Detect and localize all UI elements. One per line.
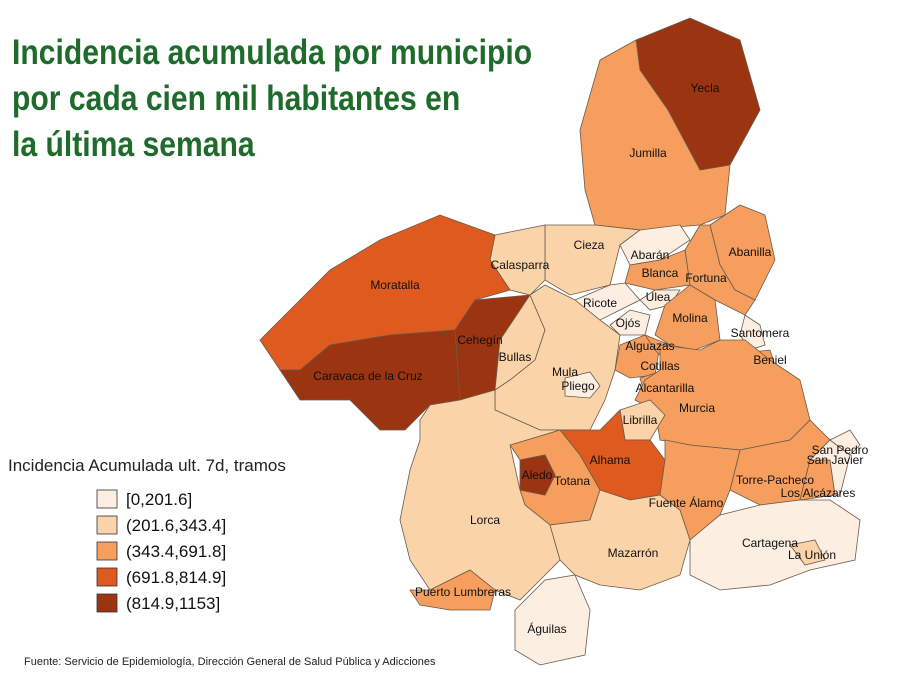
municipality-label: Murcia <box>679 401 715 415</box>
municipality-label: Bullas <box>499 350 532 364</box>
municipality-label: Cartagena <box>742 536 798 550</box>
municipality-label: Fuente Álamo <box>649 495 724 510</box>
municipality <box>654 284 721 351</box>
title: Incidencia acumulada por municipio por c… <box>12 30 532 168</box>
municipality-label: Ulea <box>646 290 671 304</box>
legend-label: (691.8,814.9] <box>126 568 226 587</box>
municipality-label: Ojós <box>616 316 641 330</box>
municipality-label: Ricote <box>583 296 617 310</box>
municipality-label: Molina <box>672 311 708 325</box>
legend-label: [0,201.6] <box>126 490 192 509</box>
municipality-label: Abanilla <box>729 245 772 259</box>
source: Fuente: Servicio de Epidemiología, Direc… <box>24 656 436 668</box>
municipality-label: Aledo <box>522 468 553 482</box>
municipality-label: Blanca <box>642 266 679 280</box>
municipality-label: Totana <box>554 474 590 488</box>
municipality-label: Los Alcázares <box>781 486 856 500</box>
municipality-label: Jumilla <box>629 146 667 160</box>
municipality-label: Beniel <box>753 353 786 367</box>
municipality-label: Alcantarilla <box>636 381 695 395</box>
legend-label: (201.6,343.4] <box>126 516 226 535</box>
title-line: Incidencia acumulada por municipio <box>12 33 533 72</box>
municipality <box>689 499 861 591</box>
municipality-label: Lorca <box>470 513 500 527</box>
legend-swatch <box>96 567 118 587</box>
municipality-label: Cehegín <box>457 333 502 347</box>
municipality-label: Torre-Pacheco <box>736 473 814 487</box>
municipality-label: Librilla <box>623 413 658 427</box>
municipality-label: Alguazas <box>625 339 674 353</box>
municipality <box>514 574 591 666</box>
municipality-label: San Javier <box>807 453 864 467</box>
municipality-label: Caravaca de la Cruz <box>313 369 422 383</box>
municipality <box>544 224 642 296</box>
municipality-label: La Unión <box>788 548 836 562</box>
legend-swatch <box>96 489 118 509</box>
legend-swatch <box>96 593 118 613</box>
municipality-label: Moratalla <box>370 278 420 292</box>
municipality <box>789 539 826 566</box>
municipality <box>519 454 556 496</box>
municipality <box>829 429 861 456</box>
municipality <box>564 371 601 399</box>
municipality-label: Abarán <box>631 248 670 262</box>
municipality <box>409 569 496 611</box>
legend-swatch <box>96 541 118 561</box>
municipality-label: Pliego <box>561 379 595 393</box>
title-line: la última semana <box>12 125 255 164</box>
title-line: por cada cien mil habitantes en <box>12 79 461 118</box>
legend-swatch <box>96 515 118 535</box>
municipality-label: Mula <box>552 365 578 379</box>
municipality-label: Cieza <box>574 238 605 252</box>
legend-title: Incidencia Acumulada ult. 7d, tramos <box>8 456 286 475</box>
municipality-label: Águilas <box>527 621 566 636</box>
legend-label: (814.9,1153] <box>126 594 220 613</box>
municipality-label: Santomera <box>731 326 790 340</box>
municipality-label: Mazarrón <box>608 546 659 560</box>
municipality-label: Calasparra <box>491 258 550 272</box>
municipality-label: Alhama <box>590 453 631 467</box>
municipality-label: Fortuna <box>685 271 727 285</box>
municipality-label: Cotillas <box>640 359 679 373</box>
municipality-label: San Pedro <box>812 443 869 457</box>
municipality-label: Yecla <box>691 81 720 95</box>
legend-label: (343.4,691.8] <box>126 542 226 561</box>
municipality-label: Puerto Lumbreras <box>415 585 511 599</box>
